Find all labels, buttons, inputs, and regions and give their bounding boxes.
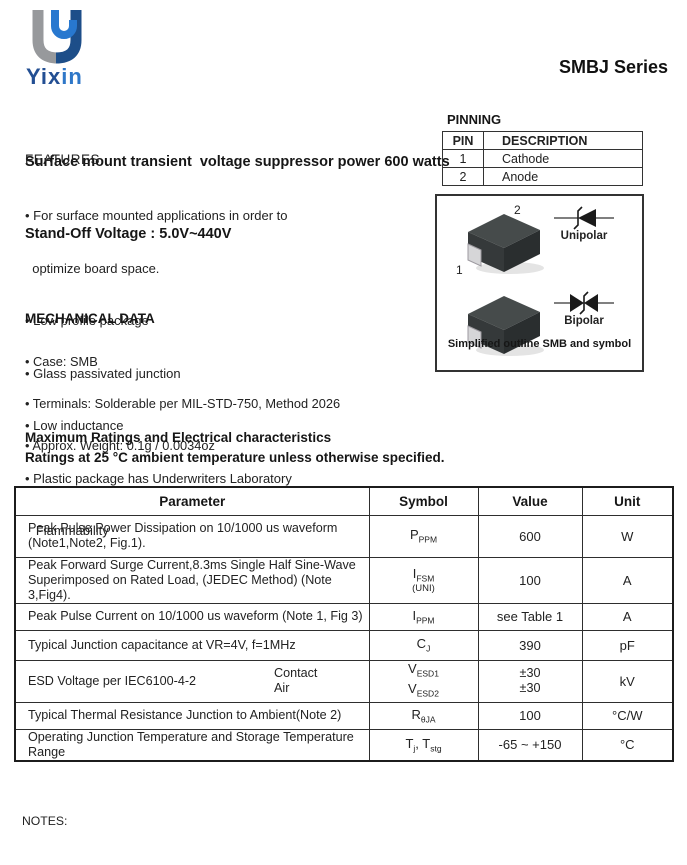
feature-line: • For surface mounted applications in or… bbox=[25, 208, 288, 223]
symbol-cell: IFSM (UNI) bbox=[368, 556, 479, 604]
pinning-table: PIN DESCRIPTION 1 Cathode 2 Anode bbox=[442, 131, 643, 186]
parameter-column-header: Parameter bbox=[14, 486, 370, 516]
table-row: Peak Pulse Current on 10/1000 us wavefor… bbox=[14, 602, 674, 631]
value-cell: 600 bbox=[477, 514, 583, 558]
table-row: 2 Anode bbox=[442, 167, 643, 186]
feature-line: • Plastic package has Underwriters Labor… bbox=[25, 470, 292, 486]
bipolar-label: Bipolar bbox=[564, 315, 604, 327]
logo-u-icon bbox=[32, 10, 82, 64]
parameter-cell: Operating Junction Temperature and Stora… bbox=[14, 728, 370, 762]
esd-conditions: Contact Air bbox=[274, 666, 318, 696]
value-cell: 390 bbox=[477, 629, 583, 661]
ratings-table: Parameter Symbol Value Unit Peak Pulse P… bbox=[14, 486, 674, 762]
ratings-title: Maximum Ratings and Electrical character… bbox=[25, 430, 332, 445]
pin-description: Cathode bbox=[483, 149, 643, 168]
feature-line: • Low profile package bbox=[25, 313, 149, 328]
unipolar-diode-icon bbox=[554, 206, 614, 230]
parameter-cell: Peak Forward Surge Current,8.3ms Single … bbox=[14, 556, 370, 604]
pin-number: 2 bbox=[442, 167, 484, 186]
pin-column-header: PIN bbox=[442, 131, 484, 150]
symbol-cell: PPPM bbox=[368, 514, 479, 558]
symbol-cell: IPPM bbox=[368, 602, 479, 631]
unit-cell: A bbox=[581, 602, 674, 631]
unit-cell: A bbox=[581, 556, 674, 604]
pinning-heading: PINNING bbox=[447, 112, 502, 127]
mechanical-line: • Approx. Weight: 0.1g / 0.0034oz bbox=[25, 438, 215, 453]
bipolar-diode-icon bbox=[554, 291, 614, 315]
features-heading: FEATURES bbox=[25, 152, 101, 167]
pin1-label: 1 bbox=[456, 263, 463, 277]
parameter-cell: Typical Thermal Resistance Junction to A… bbox=[14, 701, 370, 730]
company-logo: Yixin bbox=[22, 8, 132, 100]
value-cell: ±30 ±30 bbox=[477, 659, 583, 703]
table-row: Typical Junction capacitance at VR=4V, f… bbox=[14, 629, 674, 661]
feature-line: • Low inductance bbox=[25, 418, 124, 433]
logo-text: Yixin bbox=[26, 64, 83, 89]
pinning-header-row: PIN DESCRIPTION bbox=[442, 131, 643, 150]
table-row: Peak Pulse Power Dissipation on 10/1000 … bbox=[14, 514, 674, 558]
symbol-cell: RθJA bbox=[368, 701, 479, 730]
notes-section: NOTES: 1. Non-repetitive current pulse, … bbox=[22, 779, 636, 865]
outline-caption: Simplified outline SMB and symbol bbox=[447, 338, 632, 350]
intro-text: Surface mount transient voltage suppress… bbox=[25, 102, 450, 294]
value-cell: see Table 1 bbox=[477, 602, 583, 631]
mechanical-data-heading: MECHANICAL DATA bbox=[25, 311, 155, 326]
page-title: SMBJ Series bbox=[558, 57, 668, 77]
pin-description: Anode bbox=[483, 167, 643, 186]
parameter-cell: Typical Junction capacitance at VR=4V, f… bbox=[14, 629, 370, 661]
table-row: 1 Cathode bbox=[442, 149, 643, 168]
symbol-cell: Tj, Tstg bbox=[368, 728, 479, 762]
intro-line-1: Surface mount transient voltage suppress… bbox=[25, 154, 450, 170]
unit-cell: °C/W bbox=[581, 701, 674, 730]
notes-heading: NOTES: bbox=[22, 814, 68, 828]
unit-cell: W bbox=[581, 514, 674, 558]
feature-line: • Glass passivated junction bbox=[25, 365, 181, 381]
mechanical-data-list: • Case: SMB • Terminals: Solderable per … bbox=[25, 327, 340, 481]
value-column-header: Value bbox=[477, 486, 583, 516]
parameter-cell: Peak Pulse Current on 10/1000 us wavefor… bbox=[14, 602, 370, 631]
ratings-header-row: Parameter Symbol Value Unit bbox=[14, 486, 674, 516]
smb-package-icon: 2 1 bbox=[456, 203, 544, 277]
symbol-cell: VESD1 VESD2 bbox=[368, 659, 479, 703]
unit-cell: °C bbox=[581, 728, 674, 762]
features-list: • For surface mounted applications in or… bbox=[25, 172, 292, 575]
parameter-cell: Peak Pulse Power Dissipation on 10/1000 … bbox=[14, 514, 370, 558]
value-cell: 100 bbox=[477, 556, 583, 604]
table-row: Peak Forward Surge Current,8.3ms Single … bbox=[14, 556, 674, 604]
ratings-subtitle: Ratings at 25 °C ambient temperature unl… bbox=[25, 450, 445, 465]
value-cell: 100 bbox=[477, 701, 583, 730]
package-outline-box: 2 1 Unipolar Bipolar Simplified outline … bbox=[435, 194, 644, 372]
symbol-cell: CJ bbox=[368, 629, 479, 661]
unit-cell: kV bbox=[581, 659, 674, 703]
smb-package-icon bbox=[467, 296, 544, 356]
value-cell: -65 ~ +150 bbox=[477, 728, 583, 762]
feature-line: optimize board space. bbox=[25, 260, 160, 276]
intro-line-2: Stand-Off Voltage : 5.0V~440V bbox=[25, 226, 232, 242]
table-row: ESD Voltage per IEC6100-4-2 Contact Air … bbox=[14, 659, 674, 703]
table-row: Operating Junction Temperature and Stora… bbox=[14, 728, 674, 762]
unit-cell: pF bbox=[581, 629, 674, 661]
table-row: Typical Thermal Resistance Junction to A… bbox=[14, 701, 674, 730]
pin-number: 1 bbox=[442, 149, 484, 168]
mechanical-line: • Case: SMB bbox=[25, 354, 98, 369]
parameter-cell: ESD Voltage per IEC6100-4-2 Contact Air bbox=[14, 659, 370, 703]
mechanical-line: • Terminals: Solderable per MIL-STD-750,… bbox=[25, 396, 341, 411]
description-column-header: DESCRIPTION bbox=[483, 131, 643, 150]
unipolar-label: Unipolar bbox=[560, 230, 608, 242]
pin2-label: 2 bbox=[514, 203, 521, 217]
unit-column-header: Unit bbox=[581, 486, 674, 516]
symbol-column-header: Symbol bbox=[368, 486, 479, 516]
